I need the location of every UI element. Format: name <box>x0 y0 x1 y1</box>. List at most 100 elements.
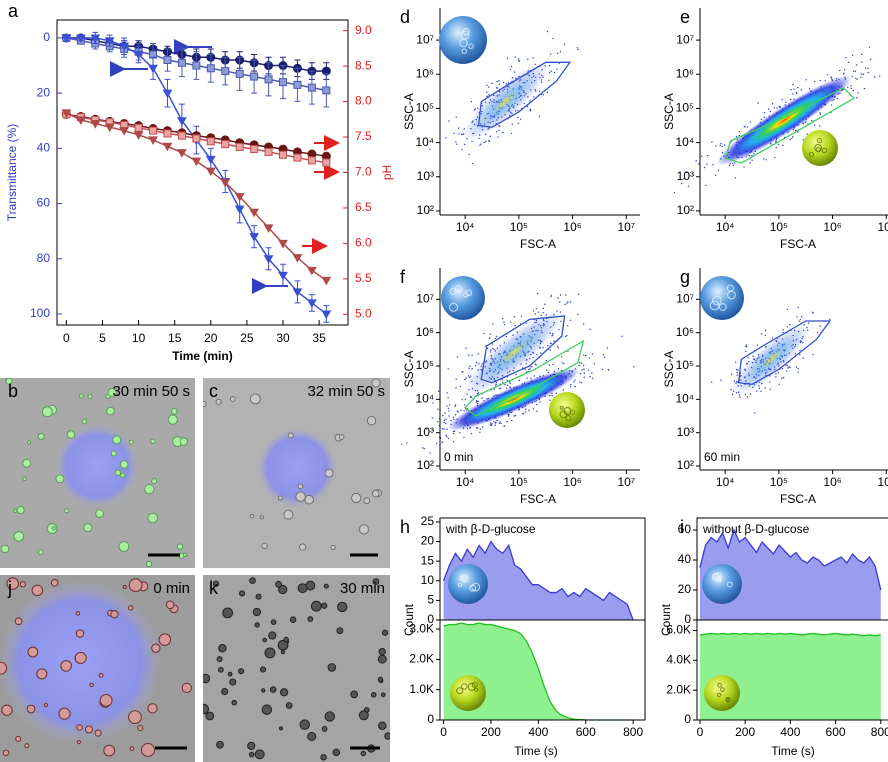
marker <box>206 64 215 73</box>
particle <box>1 704 13 716</box>
event-dot <box>754 412 756 414</box>
marker <box>90 34 101 43</box>
y-tick-label: 2.0K <box>409 652 434 666</box>
event-dot <box>537 311 540 313</box>
x-tick-label: 800 <box>871 725 888 739</box>
event-dot <box>521 413 524 415</box>
icon-detail <box>457 582 463 587</box>
particle <box>358 524 370 535</box>
particle <box>298 543 307 551</box>
event-dot <box>703 166 706 169</box>
event-dot <box>539 401 541 403</box>
event-dot <box>744 393 747 396</box>
event-dot <box>527 58 529 60</box>
y-tick-label: 10⁶ <box>676 66 694 80</box>
marker <box>148 64 158 74</box>
event-dot <box>800 89 803 91</box>
particle <box>119 460 129 469</box>
event-dot <box>486 95 488 98</box>
event-dot <box>542 307 545 310</box>
y-axis-label: SSC-A <box>402 351 416 388</box>
event-dot <box>457 127 460 129</box>
event-dot <box>540 352 542 354</box>
event-dot <box>476 399 478 402</box>
event-dot <box>495 421 497 423</box>
event-dot <box>796 316 798 318</box>
marker <box>205 167 216 177</box>
event-dot <box>580 362 583 364</box>
time-annotation: 0 min <box>444 450 473 464</box>
event-dot <box>465 377 467 379</box>
event-dot <box>578 361 581 364</box>
time-annotation: 60 min <box>704 450 740 464</box>
event-dot <box>789 323 791 326</box>
area-outline <box>699 632 881 637</box>
x-tick-label: 10⁴ <box>456 220 475 234</box>
panel-letter: f <box>400 267 406 287</box>
particle <box>279 688 289 697</box>
event-dot <box>547 344 549 347</box>
event-dot <box>529 368 531 370</box>
event-dot <box>717 169 720 172</box>
event-dot <box>771 103 774 105</box>
event-dot <box>447 437 450 440</box>
particle <box>43 702 48 708</box>
event-dot <box>447 407 450 409</box>
x-tick-label: 10⁷ <box>877 220 888 234</box>
event-dot <box>807 322 810 324</box>
x-tick-label: 200 <box>735 725 755 739</box>
marker <box>264 75 273 84</box>
event-dot <box>472 162 474 165</box>
event-dot <box>437 408 439 410</box>
icon-detail <box>712 295 722 306</box>
x-tick-label: 600 <box>826 725 846 739</box>
blue-droplet-icon <box>702 564 742 604</box>
particle <box>110 450 117 457</box>
icon-detail <box>709 300 720 311</box>
event-dot <box>769 381 771 383</box>
y-axis-label: SSC-A <box>402 93 416 130</box>
event-dot <box>797 371 799 374</box>
event-dot <box>491 343 494 345</box>
event-dot <box>687 185 690 187</box>
event-dot <box>745 345 747 348</box>
y-tick-label: 0 <box>684 612 691 626</box>
event-dot <box>471 354 473 356</box>
event-dot <box>579 381 581 383</box>
particle <box>372 578 380 586</box>
icon-detail <box>717 682 722 688</box>
event-dot <box>730 373 733 375</box>
event-dot <box>778 383 780 386</box>
blue-droplet-icon <box>700 276 744 320</box>
event-dot <box>548 79 550 81</box>
event-dot <box>621 335 623 338</box>
event-dot <box>786 308 788 311</box>
particle <box>83 523 93 533</box>
event-dot <box>819 325 821 327</box>
event-dot <box>461 148 463 151</box>
event-dot <box>559 294 562 296</box>
event-dot <box>454 404 457 406</box>
event-dot <box>854 70 857 72</box>
particle <box>259 666 267 673</box>
event-dot <box>850 87 852 90</box>
y-tick-label: 10⁴ <box>415 392 434 406</box>
event-dot <box>498 83 500 86</box>
y2-tick-label: 7.0 <box>355 165 372 179</box>
event-dot <box>861 53 863 56</box>
event-dot <box>448 120 450 122</box>
event-dot <box>878 75 881 77</box>
particle <box>277 495 284 501</box>
particle <box>381 629 389 636</box>
event-dot <box>811 120 813 122</box>
event-dot <box>569 301 572 303</box>
event-dot <box>436 442 438 445</box>
event-dot <box>603 356 606 358</box>
event-dot <box>751 154 753 157</box>
particle <box>212 580 220 587</box>
area <box>699 633 881 720</box>
event-dot <box>502 81 505 84</box>
particle <box>81 418 88 425</box>
particle <box>137 725 144 732</box>
event-dot <box>487 139 490 142</box>
